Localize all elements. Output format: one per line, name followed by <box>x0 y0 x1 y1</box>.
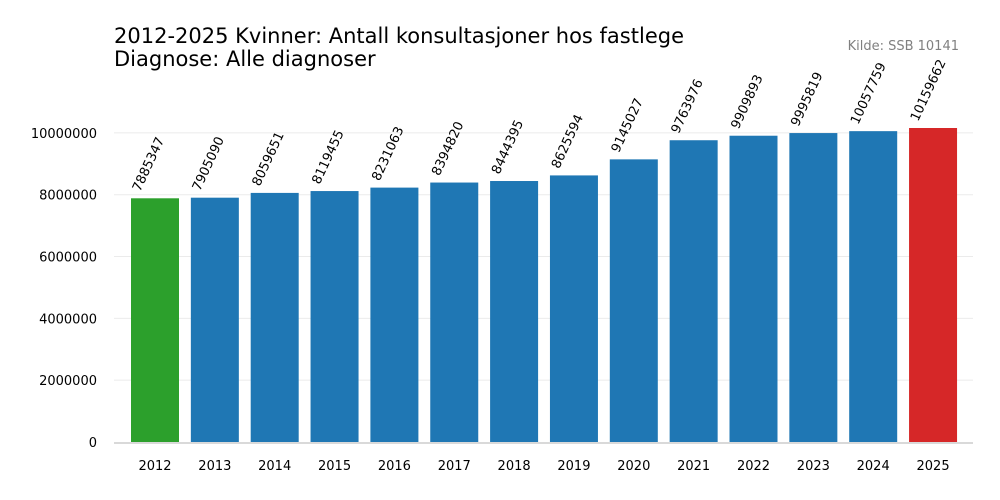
bar-value-label: 10057759 <box>848 61 890 127</box>
bar-value-label: 8444395 <box>489 118 527 177</box>
bar-value-label: 8119455 <box>310 128 348 187</box>
x-tick-label: 2019 <box>557 459 590 474</box>
y-tick-label: 4000000 <box>39 312 97 327</box>
bar-value-label: 9145027 <box>609 96 647 155</box>
bar-value-label: 10159662 <box>908 57 950 123</box>
x-tick-label: 2017 <box>438 459 471 474</box>
bar-value-label: 7885347 <box>130 135 168 194</box>
bar-value-label: 8394820 <box>429 119 467 178</box>
bar <box>310 191 359 442</box>
y-tick-label: 6000000 <box>39 251 97 266</box>
x-tick-label: 2020 <box>617 459 650 474</box>
y-axis-ticks: 0 2000000 4000000 6000000 8000000 10000000 <box>31 127 97 451</box>
chart-title-line-2: Diagnose: Alle diagnoser <box>114 47 376 71</box>
x-tick-label: 2023 <box>797 459 830 474</box>
x-tick-label: 2014 <box>258 459 291 474</box>
bar <box>849 131 898 442</box>
bar-value-label: 7905090 <box>190 135 228 194</box>
bar-value-label: 9995819 <box>788 70 826 129</box>
x-tick-label: 2012 <box>138 459 171 474</box>
bars <box>131 128 958 443</box>
bar <box>131 198 179 442</box>
y-tick-label: 0 <box>89 436 97 451</box>
bar <box>370 187 419 442</box>
bar <box>729 135 778 443</box>
bar <box>609 159 658 442</box>
bar <box>190 197 239 442</box>
chart-title-line-1: 2012-2025 Kvinner: Antall konsultasjoner… <box>114 24 684 48</box>
source-note: Kilde: SSB 10141 <box>848 39 959 54</box>
x-tick-label: 2021 <box>677 459 710 474</box>
y-tick-label: 2000000 <box>39 374 97 389</box>
y-tick-label: 8000000 <box>39 189 97 204</box>
bar <box>549 175 598 443</box>
bar <box>669 140 718 442</box>
bar-value-label: 9909893 <box>729 73 767 132</box>
bar-value-label: 8059651 <box>250 130 288 189</box>
bar <box>490 181 539 442</box>
bar <box>789 133 838 442</box>
bar-value-label: 8625594 <box>549 112 587 171</box>
bar <box>250 192 299 442</box>
x-tick-label: 2024 <box>857 459 890 474</box>
x-tick-label: 2025 <box>917 459 950 474</box>
y-tick-label: 10000000 <box>31 127 97 142</box>
x-tick-label: 2015 <box>318 459 351 474</box>
x-tick-label: 2016 <box>378 459 411 474</box>
gridlines <box>114 132 973 381</box>
x-tick-label: 2013 <box>198 459 231 474</box>
x-tick-label: 2018 <box>498 459 531 474</box>
x-axis-ticks: 2012 2013 2014 2015 2016 2017 2018 2019 2020 2021… <box>138 459 949 474</box>
bar <box>909 128 958 442</box>
bar-value-label: 9763976 <box>669 77 707 136</box>
x-tick-label: 2022 <box>737 459 770 474</box>
bar <box>430 182 479 442</box>
